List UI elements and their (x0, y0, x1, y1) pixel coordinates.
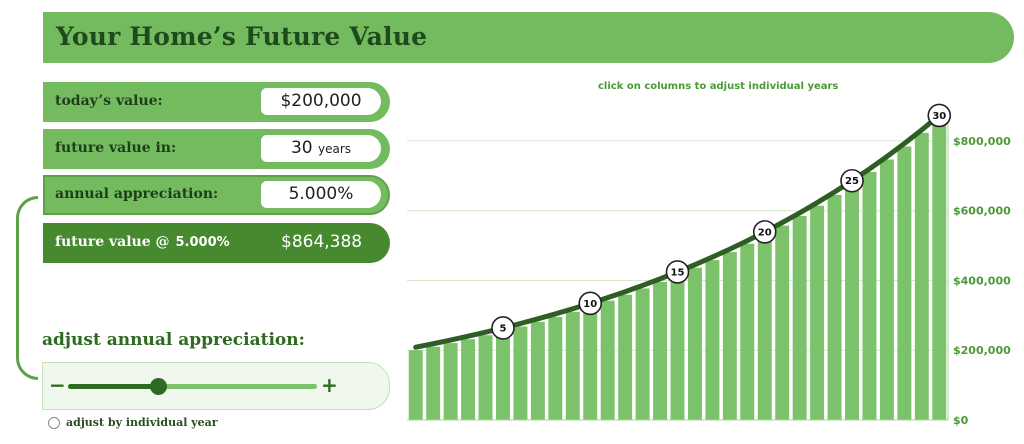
slider-decrease-button[interactable]: − (49, 373, 66, 397)
year-marker-label: 30 (932, 111, 946, 122)
chart-bar[interactable] (827, 194, 842, 420)
todays-value-label: today’s value: (55, 93, 163, 109)
slider-track[interactable] (68, 378, 317, 395)
appreciation-input[interactable]: 5.000% (261, 181, 381, 208)
chart-bar[interactable] (740, 243, 755, 420)
future-in-input[interactable]: 30 years (261, 135, 381, 162)
chart-bar[interactable] (530, 321, 545, 420)
radio-button[interactable] (48, 417, 60, 429)
chart-bar[interactable] (687, 267, 702, 420)
result-rate: 5.000% (175, 235, 230, 250)
chart-bar[interactable] (914, 132, 929, 420)
y-tick-label: $400,000 (953, 274, 1011, 287)
y-tick-label: $0 (953, 414, 969, 427)
result-label-text: future value @ (55, 234, 170, 250)
title-bar: Your Home’s Future Value (43, 12, 1014, 63)
chart-bar[interactable] (583, 306, 598, 420)
chart-bar[interactable] (443, 343, 458, 420)
todays-value-input[interactable]: $200,000 (261, 88, 381, 115)
years-unit: years (318, 142, 352, 156)
year-marker-label: 15 (671, 267, 685, 278)
chart-bar[interactable] (548, 316, 563, 420)
chart-bar[interactable] (932, 118, 947, 420)
chart-bar[interactable] (810, 205, 825, 420)
slider-fill (68, 384, 158, 389)
year-marker (752, 220, 777, 244)
slider-increase-button[interactable]: + (321, 373, 338, 397)
chart-bar[interactable] (792, 215, 807, 420)
y-tick-label: $600,000 (953, 205, 1011, 218)
chart-bar[interactable] (862, 171, 877, 420)
appreciation-text: 5.000% (288, 184, 354, 204)
year-marker-label: 20 (758, 227, 772, 238)
chart-bar[interactable] (565, 311, 580, 420)
year-marker (665, 260, 690, 284)
year-marker (840, 168, 864, 193)
adjust-appreciation-label: adjust annual appreciation: (42, 330, 305, 350)
year-marker-label: 25 (845, 176, 859, 187)
chart-bar[interactable] (600, 300, 615, 420)
year-marker (927, 103, 952, 128)
year-marker-label: 10 (583, 299, 597, 310)
appreciation-slider: − + (42, 362, 390, 410)
chart-bar[interactable] (705, 260, 720, 420)
year-marker (578, 291, 603, 316)
y-tick-label: $800,000 (953, 135, 1011, 148)
year-marker-label: 5 (499, 323, 506, 334)
chart-bar[interactable] (408, 350, 423, 420)
chart-bar[interactable] (618, 294, 633, 420)
chart-bar[interactable] (879, 159, 894, 420)
chart-hint: click on columns to adjust individual ye… (598, 81, 839, 92)
chart-bar[interactable] (513, 326, 528, 420)
year-marker (491, 316, 515, 340)
chart-bar[interactable] (775, 225, 790, 420)
future-in-row: future value in: 30 years (43, 129, 390, 169)
future-in-years: 30 (290, 138, 313, 158)
radio-label: adjust by individual year (66, 416, 218, 429)
result-label: future value @ 5.000% (55, 234, 230, 250)
chart-bar[interactable] (897, 146, 912, 420)
future-in-label: future value in: (55, 140, 177, 156)
result-value: $864,388 (281, 232, 363, 252)
y-tick-label: $200,000 (953, 344, 1011, 357)
todays-value-row: today’s value: $200,000 (43, 82, 390, 122)
page-title: Your Home’s Future Value (56, 22, 428, 51)
chart-bar[interactable] (670, 274, 685, 420)
todays-value-text: $200,000 (280, 91, 362, 111)
chart-bar[interactable] (496, 330, 510, 420)
chart-bar[interactable] (426, 346, 441, 420)
appreciation-row: annual appreciation: 5.000% (43, 175, 390, 215)
chart-bar[interactable] (635, 288, 650, 420)
slider-handle[interactable] (149, 378, 167, 395)
chart-bar[interactable] (653, 281, 668, 420)
chart-bar[interactable] (757, 234, 772, 420)
chart-bar[interactable] (722, 252, 737, 420)
chart-bar[interactable] (478, 335, 493, 420)
chart-bar[interactable] (845, 183, 859, 420)
future-value-result: future value @ 5.000% $864,388 (43, 223, 390, 263)
appreciation-label: annual appreciation: (55, 186, 219, 202)
chart-bar[interactable] (461, 339, 476, 420)
